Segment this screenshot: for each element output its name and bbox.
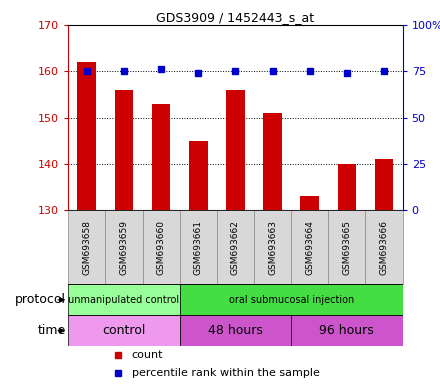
- Text: protocol: protocol: [15, 293, 66, 306]
- Bar: [328, 210, 366, 285]
- Bar: [375, 159, 393, 210]
- Text: GSM693660: GSM693660: [157, 220, 165, 275]
- Bar: [189, 141, 208, 210]
- Text: percentile rank within the sample: percentile rank within the sample: [132, 368, 319, 378]
- Text: GSM693663: GSM693663: [268, 220, 277, 275]
- Text: control: control: [102, 324, 146, 337]
- Bar: [263, 113, 282, 210]
- Text: GSM693658: GSM693658: [82, 220, 91, 275]
- Bar: [217, 210, 254, 285]
- Bar: [68, 210, 105, 285]
- Bar: [115, 90, 133, 210]
- Bar: [152, 104, 170, 210]
- Text: GSM693665: GSM693665: [342, 220, 352, 275]
- Bar: [180, 285, 403, 315]
- Bar: [291, 315, 403, 346]
- Text: GSM693661: GSM693661: [194, 220, 203, 275]
- Bar: [77, 62, 96, 210]
- Bar: [105, 210, 143, 285]
- Text: time: time: [38, 324, 66, 337]
- Text: GSM693666: GSM693666: [380, 220, 389, 275]
- Bar: [68, 315, 180, 346]
- Bar: [301, 196, 319, 210]
- Text: GSM693662: GSM693662: [231, 220, 240, 275]
- Bar: [226, 90, 245, 210]
- Bar: [366, 210, 403, 285]
- Bar: [180, 210, 217, 285]
- Text: unmanipulated control: unmanipulated control: [68, 295, 180, 305]
- Text: GSM693659: GSM693659: [119, 220, 128, 275]
- Bar: [291, 210, 328, 285]
- Bar: [143, 210, 180, 285]
- Title: GDS3909 / 1452443_s_at: GDS3909 / 1452443_s_at: [156, 11, 315, 24]
- Bar: [254, 210, 291, 285]
- Text: 48 hours: 48 hours: [208, 324, 263, 337]
- Bar: [337, 164, 356, 210]
- Text: oral submucosal injection: oral submucosal injection: [228, 295, 354, 305]
- Bar: [180, 315, 291, 346]
- Text: 96 hours: 96 hours: [319, 324, 374, 337]
- Text: count: count: [132, 350, 163, 360]
- Text: GSM693664: GSM693664: [305, 220, 314, 275]
- Bar: [68, 285, 180, 315]
